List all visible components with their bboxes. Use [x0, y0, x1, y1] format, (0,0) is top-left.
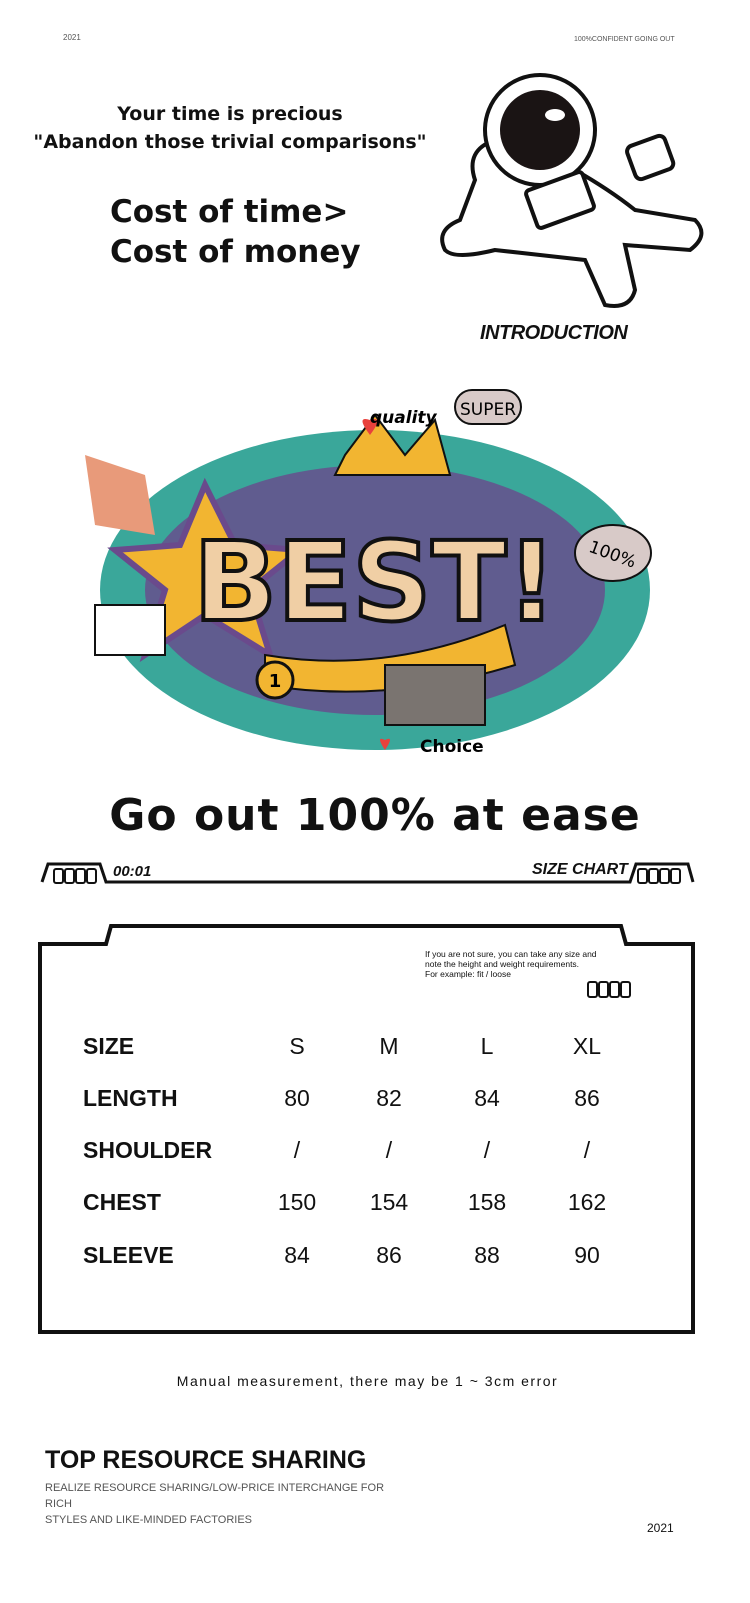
cell: /: [293, 1137, 301, 1163]
row-label: SLEEVE: [83, 1242, 174, 1268]
cell: 90: [574, 1242, 600, 1268]
header-year: 2021: [63, 33, 81, 42]
bar-left-label: 00:01: [113, 863, 152, 880]
size-row: SIZE S M L XL: [83, 1033, 643, 1063]
cell: 154: [369, 1189, 409, 1215]
cell: 86: [574, 1085, 600, 1111]
cell: 88: [474, 1242, 500, 1268]
cell: 84: [474, 1085, 500, 1111]
art-choice-word: Choice: [420, 737, 484, 757]
row-label: CHEST: [83, 1189, 161, 1215]
cell: L: [480, 1033, 494, 1059]
size-note-line: note the height and weight requirements.: [425, 959, 580, 969]
size-note: If you are not sure, you can take any si…: [425, 949, 625, 979]
row-label: SIZE: [83, 1033, 135, 1059]
size-note-line: If you are not sure, you can take any si…: [425, 949, 597, 959]
art-super-word: SUPER: [460, 400, 516, 420]
length-row: LENGTH 80 82 84 86: [83, 1085, 643, 1115]
size-note-line: For example: fit / loose: [425, 969, 511, 979]
footer-subtitle-line: STYLES AND LIKE-MINDED FACTORIES: [45, 1514, 253, 1526]
intro-line-1: Your time is precious: [117, 103, 343, 125]
introduction-label: INTRODUCTION: [480, 322, 628, 344]
cell: 162: [567, 1189, 607, 1215]
size-chart-header-bar: [40, 862, 695, 884]
cell: 150: [277, 1189, 317, 1215]
cell: S: [289, 1033, 305, 1059]
footer-title: TOP RESOURCE SHARING: [45, 1446, 367, 1474]
art-best-word: BEST!: [193, 518, 556, 646]
measurement-note: Manual measurement, there may be 1 ~ 3cm…: [176, 1373, 559, 1389]
intro-big-2: Cost of money: [110, 234, 361, 270]
slogan: Go out 100% at ease: [109, 790, 641, 841]
row-label: SHOULDER: [83, 1137, 213, 1163]
header-tagline: 100%CONFIDENT GOING OUT: [574, 36, 675, 43]
art-one-medal: 1: [269, 671, 282, 692]
astronaut-illustration: [440, 73, 704, 308]
bar-right-label: SIZE CHART: [532, 861, 628, 878]
intro-line-2: "Abandon those trivial comparisons": [33, 131, 427, 153]
cell: 82: [376, 1085, 402, 1111]
cell: /: [583, 1137, 591, 1163]
sleeve-row: SLEEVE 84 86 88 90: [83, 1242, 643, 1272]
cell: /: [385, 1137, 393, 1163]
cell: XL: [572, 1033, 602, 1059]
cell: 80: [284, 1085, 310, 1111]
shoulder-row: SHOULDER / / / /: [83, 1137, 643, 1167]
art-quality-word: quality: [370, 408, 438, 428]
row-label: LENGTH: [83, 1085, 178, 1111]
chest-row: CHEST 150 154 158 162: [83, 1189, 643, 1219]
cell: M: [379, 1033, 399, 1059]
intro-big-1: Cost of time>: [110, 194, 349, 230]
cell: 86: [376, 1242, 402, 1268]
cell: 158: [467, 1189, 507, 1215]
size-chart-frame: [38, 924, 695, 1334]
footer-year: 2021: [647, 1521, 674, 1535]
cell: 84: [284, 1242, 310, 1268]
footer-subtitle-line: REALIZE RESOURCE SHARING/LOW-PRICE INTER…: [45, 1482, 385, 1510]
footer-subtitle: REALIZE RESOURCE SHARING/LOW-PRICE INTER…: [45, 1480, 405, 1528]
cell: /: [483, 1137, 491, 1163]
best-doodle-illustration: 1 BEST! SUPER quality 100% Choice: [85, 389, 652, 757]
